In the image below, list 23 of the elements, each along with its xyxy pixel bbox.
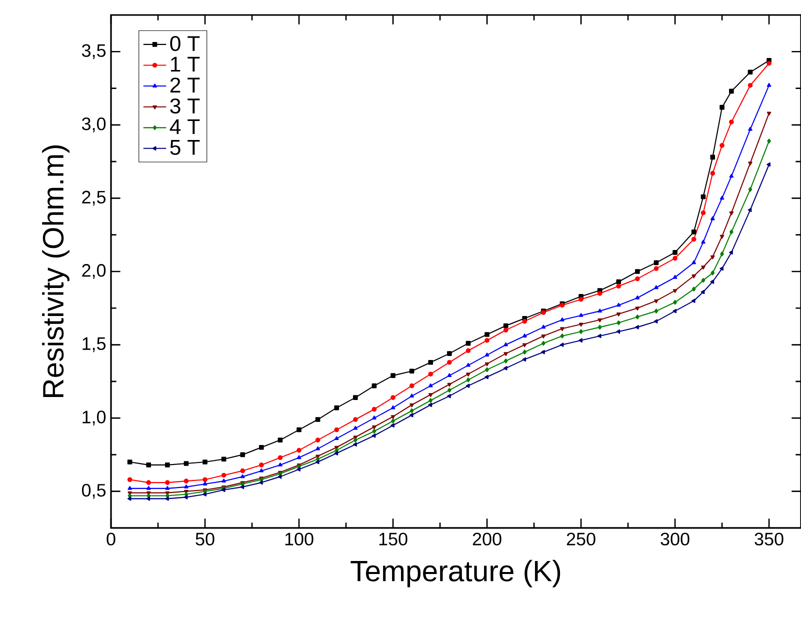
x-tick-label: 250: [566, 532, 596, 546]
x-tick-label: 300: [660, 532, 690, 546]
x-tick-label: 200: [472, 532, 502, 546]
legend-label: 2 T: [170, 78, 200, 92]
y-tick-label: 1,0: [82, 410, 106, 426]
x-tick-label: 0: [106, 532, 116, 546]
x-tick-label: 150: [379, 532, 408, 546]
legend-label: 1 T: [170, 56, 200, 72]
x-axis-title: Temperature (K): [350, 560, 560, 588]
y-tick-label: 1,5: [82, 337, 106, 352]
legend-label: 0 T: [170, 36, 200, 52]
legend-label: 3 T: [170, 98, 200, 114]
y-tick-label: 3,0: [82, 117, 106, 132]
y-axis-title: Resistivity (Ohm.m): [42, 145, 70, 398]
x-tick-label: 350: [754, 532, 784, 546]
y-tick-label: 2,0: [82, 264, 106, 279]
x-tick-label: 100: [285, 532, 314, 546]
y-tick-label: 0,5: [82, 484, 106, 499]
y-tick-label: 3,5: [82, 44, 106, 60]
legend-label: 5 T: [170, 140, 200, 155]
legend-label: 4 T: [170, 119, 200, 134]
y-tick-label: 2,5: [82, 190, 106, 206]
x-tick-label: 50: [196, 532, 214, 546]
